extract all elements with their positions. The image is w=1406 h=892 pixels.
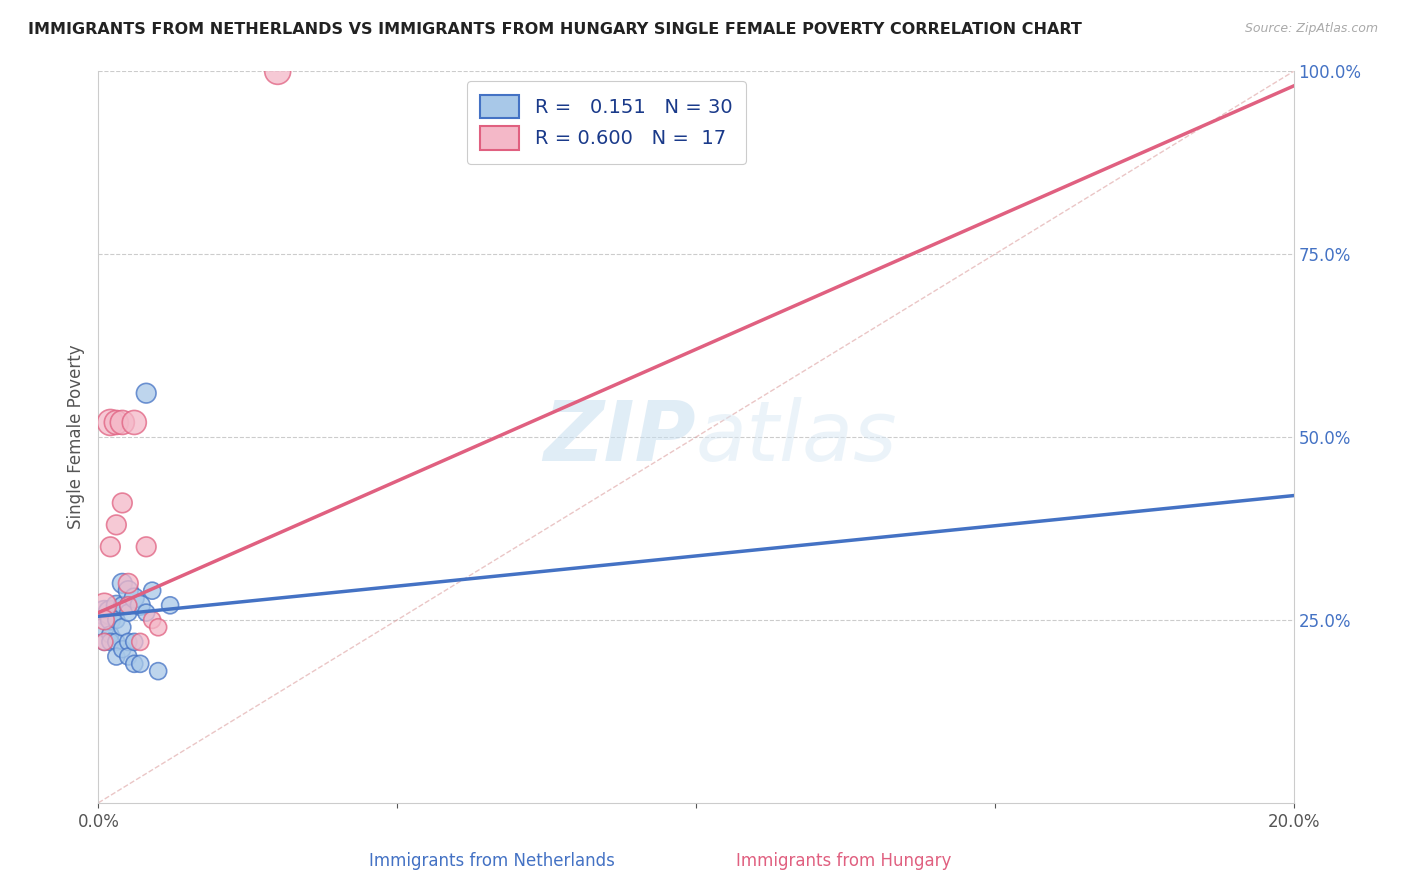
Text: Source: ZipAtlas.com: Source: ZipAtlas.com (1244, 22, 1378, 36)
Point (100, 540, 122, 554)
Point (111, 576, 134, 591)
Point (129, 635, 152, 649)
Point (117, 599, 139, 613)
Point (105, 599, 128, 613)
Point (105, 416, 128, 430)
Text: Immigrants from Netherlands: Immigrants from Netherlands (370, 852, 614, 870)
Point (117, 649, 139, 664)
Point (93, 620, 115, 634)
Point (111, 496, 134, 510)
Text: Immigrants from Hungary: Immigrants from Hungary (735, 852, 952, 870)
Legend: R =   0.151   N = 30, R = 0.600   N =  17: R = 0.151 N = 30, R = 0.600 N = 17 (467, 81, 747, 163)
Point (111, 599, 134, 613)
Point (124, 657, 146, 671)
Point (267, 64, 290, 78)
Point (100, 613, 122, 627)
Point (111, 642, 134, 657)
Y-axis label: Single Female Poverty: Single Female Poverty (66, 345, 84, 529)
Point (117, 583, 139, 598)
Point (124, 416, 146, 430)
Point (141, 583, 163, 598)
Point (100, 627, 122, 641)
Point (105, 649, 128, 664)
Point (100, 416, 122, 430)
Point (105, 517, 128, 532)
Point (105, 635, 128, 649)
Point (100, 635, 122, 649)
Point (93, 606, 115, 620)
Point (93, 613, 115, 627)
Point (111, 416, 134, 430)
Point (117, 599, 139, 613)
Point (129, 599, 152, 613)
Point (111, 620, 134, 634)
Point (93, 599, 115, 613)
Point (148, 664, 170, 678)
Point (135, 540, 157, 554)
Text: IMMIGRANTS FROM NETHERLANDS VS IMMIGRANTS FROM HUNGARY SINGLE FEMALE POVERTY COR: IMMIGRANTS FROM NETHERLANDS VS IMMIGRANT… (28, 22, 1083, 37)
Point (117, 576, 139, 591)
Point (124, 591, 146, 605)
Point (93, 635, 115, 649)
Point (100, 606, 122, 620)
Text: atlas: atlas (696, 397, 897, 477)
Point (117, 606, 139, 620)
Point (141, 613, 163, 627)
Point (105, 613, 128, 627)
Point (129, 657, 152, 671)
Point (135, 386, 157, 401)
Point (159, 599, 181, 613)
Point (148, 620, 170, 634)
Point (117, 635, 139, 649)
Point (124, 635, 146, 649)
Point (135, 606, 157, 620)
Text: ZIP: ZIP (543, 397, 696, 477)
Point (93, 635, 115, 649)
